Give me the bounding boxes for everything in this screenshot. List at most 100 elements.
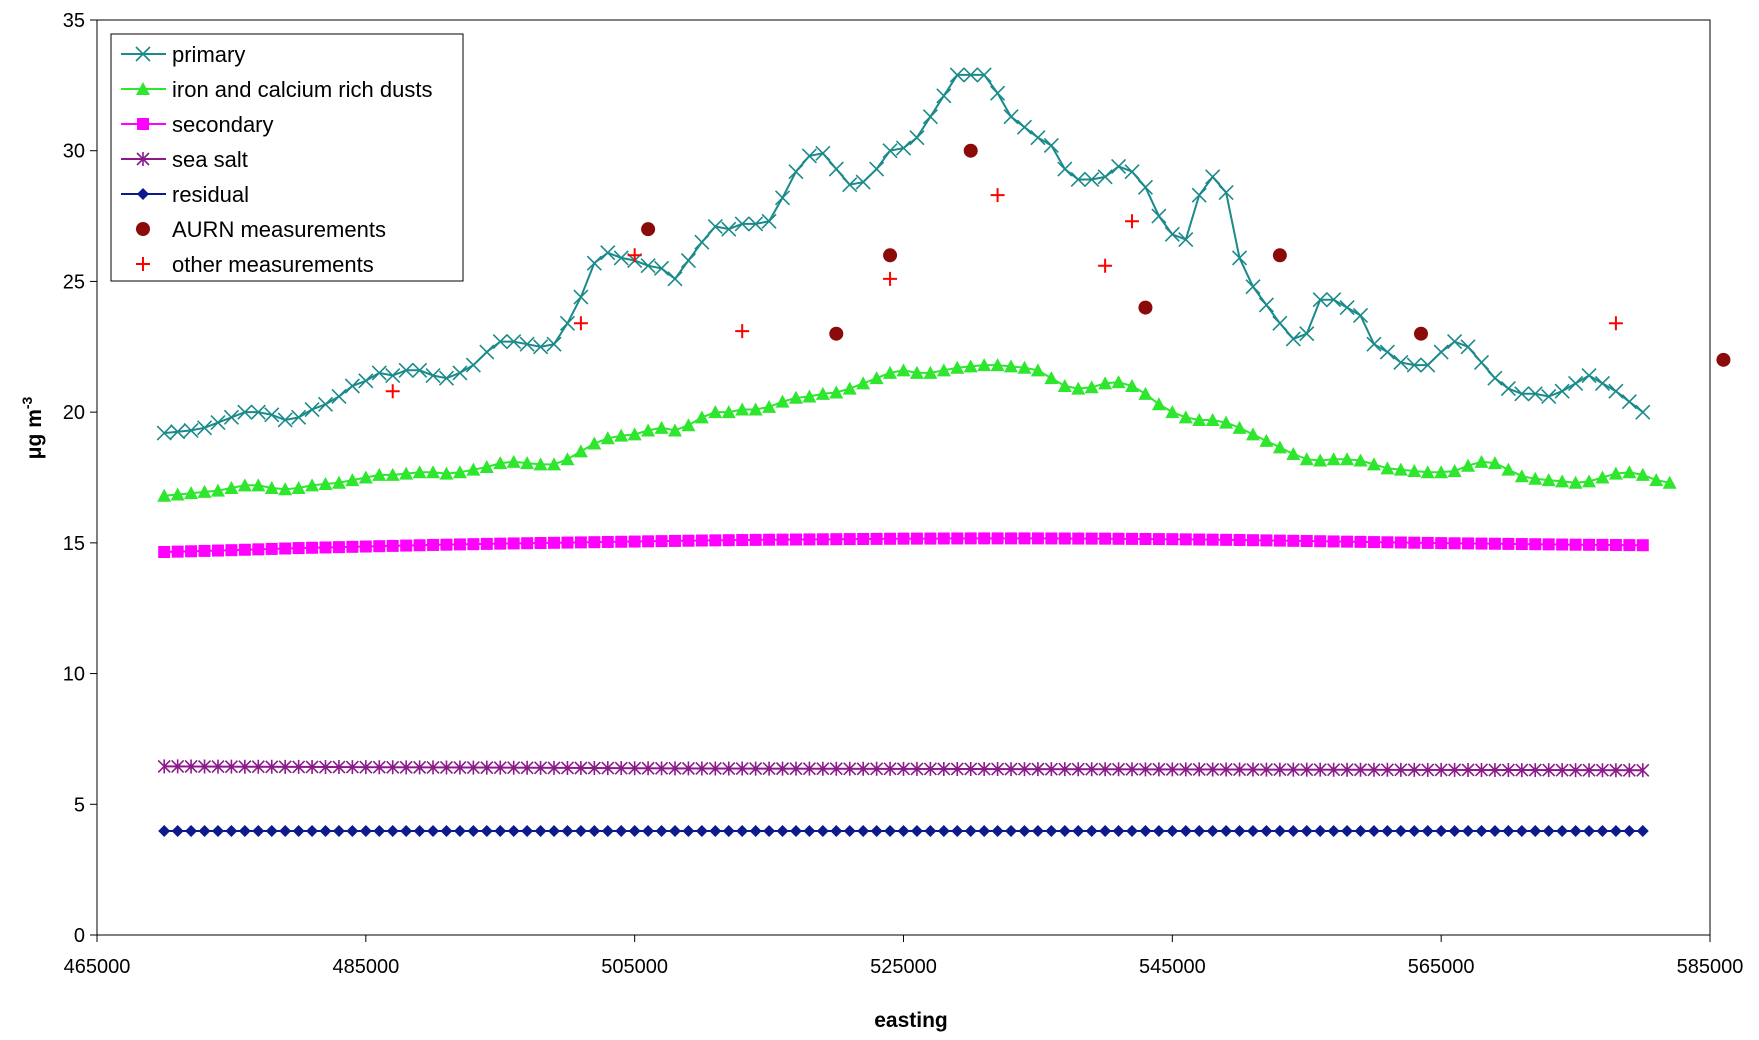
data-point [869,161,885,177]
data-point [991,532,1004,545]
data-point [1414,326,1429,341]
data-point [211,824,224,837]
data-point [561,536,574,549]
data-point [306,541,319,554]
data-point [896,363,911,377]
data-point [1272,248,1287,263]
data-point [278,482,293,496]
data-point [1206,762,1220,777]
data-point [1273,534,1286,547]
data-point [561,824,574,837]
data-point [1139,532,1152,545]
data-point [1354,824,1367,837]
data-point [936,363,951,377]
data-point [1326,292,1342,308]
data-point [137,188,149,200]
data-point [1649,473,1664,487]
data-point [1071,762,1085,777]
data-point [373,824,386,837]
data-point [251,759,265,774]
data-point [225,544,238,557]
data-point [924,824,937,837]
data-point [359,824,372,837]
data-point [735,324,750,339]
data-point [211,544,224,557]
data-point [1125,379,1140,392]
data-point [371,365,387,381]
data-point [748,216,764,232]
data-point [1406,357,1422,373]
data-point [224,480,239,494]
data-point [1500,381,1516,397]
data-point [452,465,467,479]
data-point [722,534,735,547]
data-point [1206,533,1219,546]
series-sea-salt [157,759,1650,778]
data-point [467,824,480,837]
data-point [816,533,829,546]
data-point [1340,452,1355,466]
data-point [1407,463,1422,477]
data-point [1488,537,1501,550]
data-point [843,761,857,776]
data-point [547,457,562,471]
data-point [829,326,844,341]
data-point [1246,824,1259,837]
data-point [1635,404,1651,420]
x-tick-label: 545000 [1139,956,1206,978]
data-point [1435,537,1448,550]
data-point [830,533,843,546]
data-point [627,427,642,441]
data-point [775,761,790,776]
data-point [1462,824,1475,837]
data-point [668,824,681,837]
data-point [707,218,723,235]
data-point [1300,824,1313,837]
data-point [964,824,977,837]
data-point [1031,762,1045,777]
data-point [1179,824,1192,837]
data-point [1031,532,1044,545]
data-point [896,761,911,776]
data-point [359,760,373,775]
data-point [560,760,575,775]
data-point [1272,315,1288,331]
legend-box [110,33,464,282]
data-point [642,824,655,837]
data-point [1018,824,1031,837]
data-point [1111,158,1127,174]
data-point [1487,456,1502,470]
data-point [1205,412,1220,426]
data-point [830,824,843,837]
data-point [1286,762,1300,777]
data-point [1421,824,1434,837]
data-point [1367,762,1381,777]
data-point [1408,536,1421,549]
data-point [534,824,547,837]
data-point [856,761,870,776]
data-point [1541,388,1557,405]
data-point [136,152,150,166]
data-point [400,824,413,837]
data-point [600,431,615,445]
data-point [695,761,709,776]
data-point [184,486,199,500]
data-point [1608,383,1624,399]
data-point [1273,762,1287,777]
series-residual [158,824,1649,837]
data-point [467,538,480,551]
data-point [628,535,641,548]
data-point [1434,465,1449,479]
data-point [1193,533,1206,546]
data-point [318,760,333,775]
data-point [1473,354,1490,371]
data-point [158,824,171,837]
data-point [238,759,252,774]
data-point [157,759,171,774]
data-point [425,367,441,384]
data-point [279,824,292,837]
data-point [1071,381,1086,395]
data-point [1165,405,1180,419]
data-point [1529,538,1542,551]
data-point [924,532,937,545]
